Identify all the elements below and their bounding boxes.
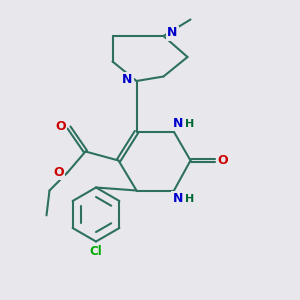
Text: O: O — [54, 166, 64, 179]
Text: N: N — [122, 73, 133, 86]
Text: H: H — [185, 118, 194, 129]
Text: N: N — [172, 117, 183, 130]
Text: O: O — [55, 119, 66, 133]
Text: O: O — [218, 154, 228, 167]
Text: H: H — [185, 194, 194, 204]
Text: Cl: Cl — [90, 244, 102, 258]
Text: N: N — [172, 192, 183, 206]
Text: N: N — [167, 26, 178, 40]
